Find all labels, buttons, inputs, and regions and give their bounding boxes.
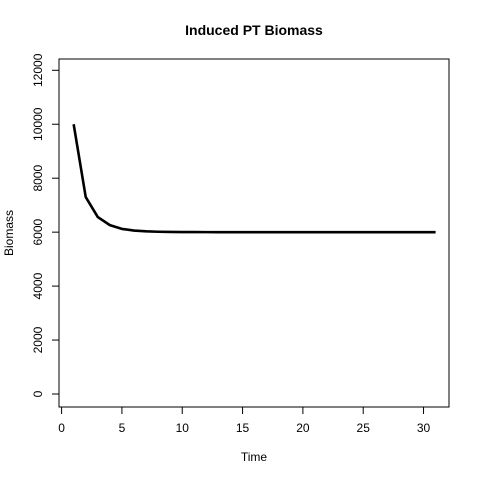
x-tick-label: 30 bbox=[417, 421, 431, 435]
x-axis: 0 5 10 15 20 25 30 bbox=[58, 406, 431, 435]
y-axis-title: Biomass bbox=[2, 210, 16, 256]
y-tick-label: 6000 bbox=[31, 218, 45, 245]
x-tick-label: 0 bbox=[58, 421, 65, 435]
x-tick-label: 10 bbox=[176, 421, 190, 435]
y-tick-label: 2000 bbox=[31, 326, 45, 353]
series-line bbox=[72, 124, 436, 234]
y-tick-label: 4000 bbox=[31, 272, 45, 299]
x-tick-label: 25 bbox=[357, 421, 371, 435]
y-axis: 0 2000 4000 6000 8000 10000 12000 bbox=[31, 53, 60, 397]
x-tick-label: 20 bbox=[296, 421, 310, 435]
x-tick-label: 15 bbox=[236, 421, 250, 435]
series-layer bbox=[72, 124, 436, 234]
y-tick-label: 0 bbox=[31, 390, 45, 397]
y-tick-label: 8000 bbox=[31, 165, 45, 192]
x-axis-title: Time bbox=[241, 450, 268, 464]
chart-title: Induced PT Biomass bbox=[185, 22, 323, 38]
y-tick-label: 10000 bbox=[31, 107, 45, 141]
x-tick-label: 5 bbox=[119, 421, 126, 435]
y-tick-label: 12000 bbox=[31, 53, 45, 87]
